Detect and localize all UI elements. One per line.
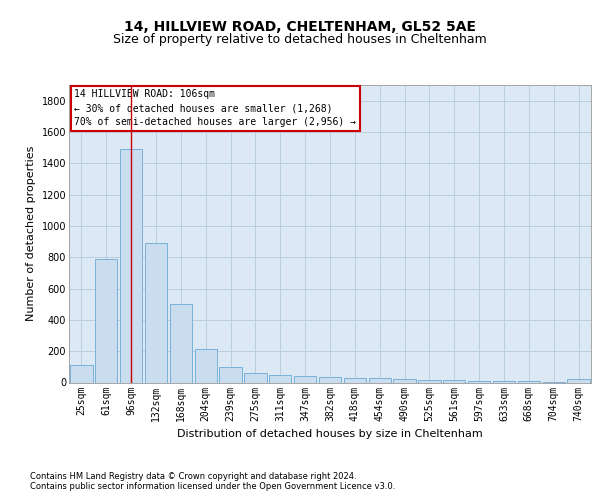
Y-axis label: Number of detached properties: Number of detached properties [26, 146, 36, 322]
Bar [418, 380, 440, 382]
Bar [568, 379, 590, 382]
Bar [493, 381, 515, 382]
Bar [443, 380, 466, 382]
Text: Contains public sector information licensed under the Open Government Licence v3: Contains public sector information licen… [30, 482, 395, 491]
Bar [194, 349, 217, 382]
Bar [244, 373, 266, 382]
Bar [170, 304, 192, 382]
Bar [368, 378, 391, 382]
Bar [319, 377, 341, 382]
Bar [468, 380, 490, 382]
Text: Size of property relative to detached houses in Cheltenham: Size of property relative to detached ho… [113, 32, 487, 46]
Bar [294, 376, 316, 382]
Bar [344, 378, 366, 382]
Bar [145, 243, 167, 382]
Bar [120, 149, 142, 382]
Bar [220, 367, 242, 382]
Bar [518, 381, 540, 382]
Text: 14 HILLVIEW ROAD: 106sqm
← 30% of detached houses are smaller (1,268)
70% of sem: 14 HILLVIEW ROAD: 106sqm ← 30% of detach… [74, 90, 356, 128]
Bar [269, 376, 292, 382]
Bar [394, 379, 416, 382]
Bar [70, 366, 92, 382]
X-axis label: Distribution of detached houses by size in Cheltenham: Distribution of detached houses by size … [177, 429, 483, 439]
Text: 14, HILLVIEW ROAD, CHELTENHAM, GL52 5AE: 14, HILLVIEW ROAD, CHELTENHAM, GL52 5AE [124, 20, 476, 34]
Text: Contains HM Land Registry data © Crown copyright and database right 2024.: Contains HM Land Registry data © Crown c… [30, 472, 356, 481]
Bar [95, 259, 118, 382]
